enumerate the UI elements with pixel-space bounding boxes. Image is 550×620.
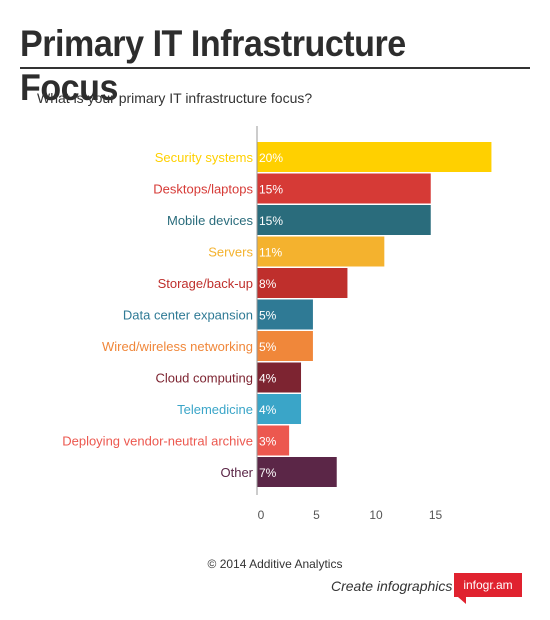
bar-4	[257, 268, 348, 298]
create-infographics-link[interactable]: Create infographics	[331, 578, 453, 594]
x-tick-label-2: 10	[369, 508, 383, 522]
category-label-2: Mobile devices	[167, 213, 253, 228]
copyright-text: © 2014 Additive Analytics	[207, 557, 343, 571]
category-label-1: Desktops/laptops	[153, 182, 253, 197]
value-label-6: 5%	[259, 340, 277, 354]
value-label-5: 5%	[259, 309, 277, 323]
category-label-3: Servers	[208, 245, 253, 260]
page-title: Primary IT Infrastructure Focus	[20, 23, 406, 108]
category-label-4: Storage/back-up	[158, 276, 253, 291]
x-tick-label-3: 15	[429, 508, 443, 522]
category-label-7: Cloud computing	[155, 371, 253, 386]
bar-2	[257, 205, 431, 235]
category-label-6: Wired/wireless networking	[102, 339, 253, 354]
value-label-7: 4%	[259, 372, 277, 386]
x-tick-label-1: 5	[313, 508, 320, 522]
category-label-5: Data center expansion	[123, 308, 253, 323]
infogram-badge[interactable]: infogr.am	[454, 573, 522, 597]
bar-7	[257, 362, 302, 393]
value-label-0: 20%	[259, 151, 283, 165]
bar-chart: Security systems 20% Desktops/laptops 15% Mo…	[62, 126, 492, 522]
value-label-4: 8%	[259, 277, 277, 291]
category-label-8: Telemedicine	[177, 402, 253, 417]
bar-0	[257, 142, 492, 172]
value-label-8: 4%	[259, 403, 277, 417]
bar-10	[257, 457, 337, 487]
value-label-10: 7%	[259, 466, 277, 480]
bar-9	[257, 425, 290, 456]
bar-6	[257, 331, 313, 361]
value-label-3: 11%	[259, 246, 282, 260]
value-label-2: 15%	[259, 214, 283, 228]
category-label-0: Security systems	[155, 150, 254, 165]
category-label-9: Deploying vendor-neutral archive	[62, 434, 253, 449]
bar-5	[257, 299, 313, 330]
value-label-1: 15%	[259, 183, 283, 197]
title-divider	[20, 67, 530, 69]
bar-3	[257, 236, 385, 267]
x-tick-label-0: 0	[258, 508, 265, 522]
bar-8	[257, 394, 302, 424]
value-label-9: 3%	[259, 435, 277, 449]
badge-tail-icon	[458, 597, 466, 604]
bar-1	[257, 173, 431, 204]
category-label-10: Other	[220, 465, 253, 480]
chart-subtitle: What is your primary IT infrastructure f…	[37, 90, 313, 106]
